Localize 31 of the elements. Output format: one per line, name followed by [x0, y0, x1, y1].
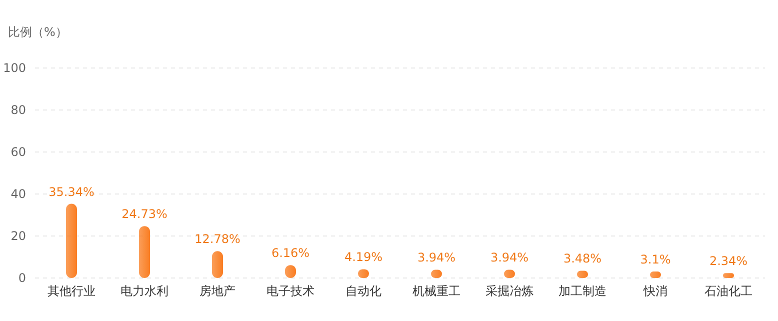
y-tick-label: 20	[10, 229, 26, 243]
bar	[212, 251, 223, 278]
x-tick-label: 石油化工	[704, 284, 752, 298]
x-tick-label: 其他行业	[48, 284, 96, 298]
y-tick-label: 80	[10, 103, 26, 117]
data-label: 3.48%	[563, 252, 602, 266]
data-label: 2.34%	[709, 254, 748, 268]
bar	[66, 204, 77, 278]
data-label: 4.19%	[344, 250, 383, 264]
data-label: 6.16%	[271, 246, 310, 260]
x-tick-label: 电子技术	[266, 284, 314, 298]
x-tick-label: 房地产	[200, 284, 236, 298]
y-tick-label: 40	[10, 187, 26, 201]
x-tick-label: 采掘冶炼	[486, 284, 534, 298]
bar	[723, 273, 734, 278]
data-label: 12.78%	[194, 232, 240, 246]
y-tick-label: 0	[18, 271, 26, 285]
y-axis-title: 比例（%）	[8, 25, 68, 39]
x-tick-label: 电力水利	[120, 284, 168, 298]
bar	[139, 226, 150, 278]
data-label: 3.1%	[640, 252, 671, 266]
data-label: 3.94%	[490, 250, 529, 265]
data-label: 35.34%	[48, 184, 94, 199]
y-tick-label: 60	[10, 145, 26, 159]
x-tick-label: 快消	[642, 284, 668, 298]
x-tick-label: 机械重工	[412, 284, 460, 298]
data-label: 24.73%	[122, 207, 168, 222]
x-tick-label: 自动化	[346, 284, 382, 298]
x-tick-label: 加工制造	[558, 284, 606, 298]
y-tick-label: 100	[3, 61, 26, 75]
data-label: 3.94%	[417, 250, 456, 265]
